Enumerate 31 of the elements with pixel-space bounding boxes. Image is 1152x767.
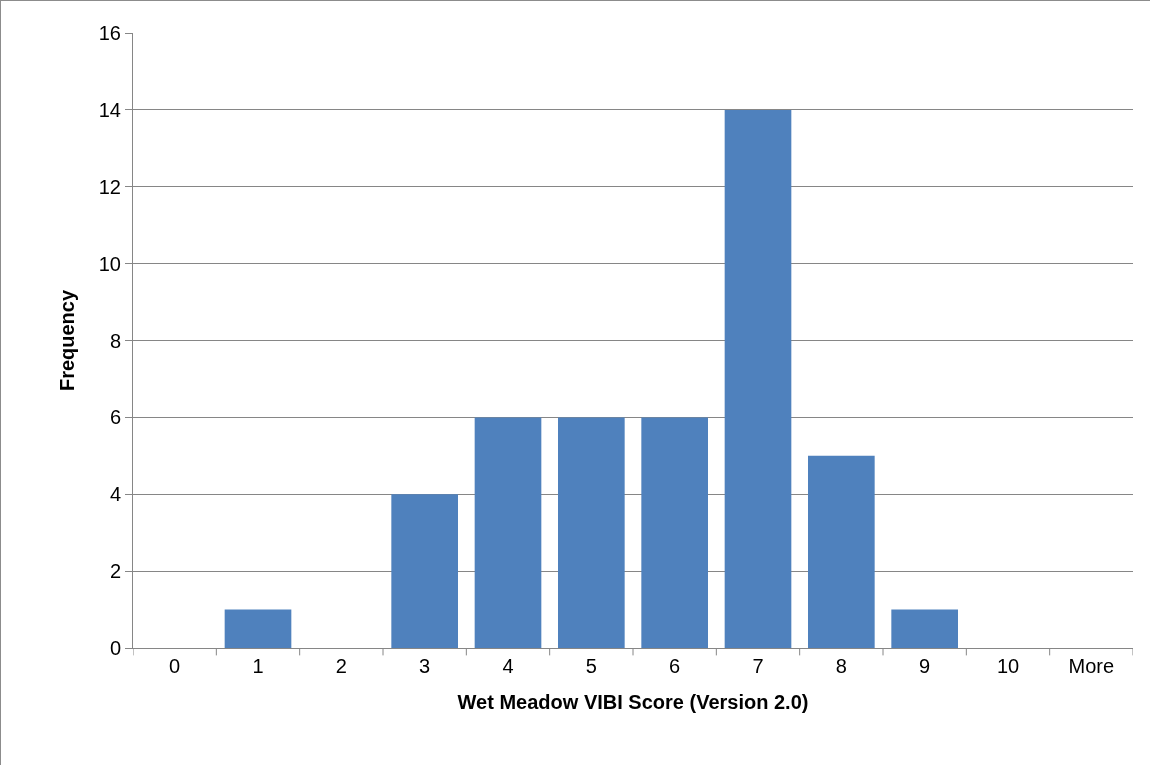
x-tick-label: More	[1068, 655, 1115, 677]
y-tick-label: 12	[98, 175, 121, 198]
bar	[391, 494, 458, 648]
x-tick-label: 9	[919, 655, 931, 677]
x-tick-label: 0	[169, 655, 181, 677]
y-tick-label: 14	[98, 98, 121, 121]
bar	[641, 417, 708, 648]
y-tick-label: 16	[98, 22, 121, 44]
x-tick-label: 3	[419, 655, 431, 677]
y-tick-label: 8	[109, 329, 121, 352]
x-tick-label: 7	[752, 655, 764, 677]
y-tick-label: 0	[109, 637, 121, 659]
bar	[891, 609, 958, 648]
bar	[724, 109, 792, 648]
x-tick-label: 1	[252, 655, 264, 677]
y-tick-label: 10	[98, 252, 121, 275]
bar	[474, 417, 542, 648]
x-tick-label: 5	[585, 655, 597, 677]
bar	[808, 455, 875, 648]
x-tick-label: 6	[669, 655, 681, 677]
bar	[558, 417, 625, 648]
y-axis-title: Frequency	[56, 289, 79, 392]
bar	[224, 609, 292, 648]
x-tick-label: 10	[996, 655, 1020, 677]
y-tick-label: 2	[109, 560, 121, 583]
x-tick-label: 8	[835, 655, 847, 677]
y-tick-label: 4	[109, 483, 121, 506]
y-tick-label: 6	[109, 406, 121, 429]
x-tick-label: 4	[502, 655, 514, 677]
x-tick-label: 2	[335, 655, 347, 677]
x-axis-title: Wet Meadow VIBI Score (Version 2.0)	[457, 690, 809, 713]
